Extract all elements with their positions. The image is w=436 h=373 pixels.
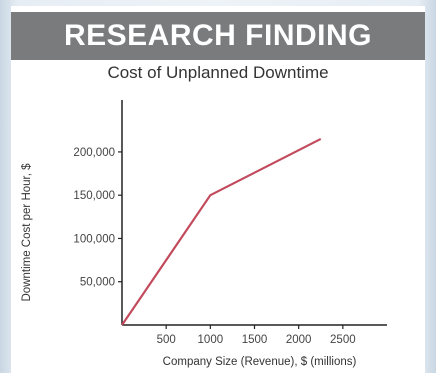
- y-tick-label: 50,000: [80, 277, 115, 289]
- chart-title: Cost of Unplanned Downtime: [107, 63, 329, 82]
- x-tick-label: 1500: [242, 334, 268, 346]
- research-finding-banner: RESEARCH FINDING: [11, 12, 425, 60]
- x-tick-label: 500: [157, 334, 176, 346]
- chart-card: [11, 6, 425, 373]
- y-ticks: 50,000 100,000 150,000 200,000: [73, 147, 122, 289]
- series-line: [121, 137, 322, 326]
- x-tick-label: 2500: [330, 334, 356, 346]
- x-ticks: 500 1000 1500 2000 2500: [157, 325, 356, 346]
- y-axis-label: Downtime Cost per Hour, $: [21, 163, 33, 302]
- banner-title: RESEARCH FINDING: [63, 19, 372, 52]
- y-tick-label: 200,000: [73, 147, 115, 159]
- y-tick-label: 150,000: [73, 190, 115, 202]
- x-tick-label: 2000: [286, 334, 312, 346]
- x-axis-label: Company Size (Revenue), $ (millions): [163, 356, 357, 368]
- y-tick-label: 100,000: [73, 233, 115, 245]
- x-tick-label: 1000: [198, 334, 224, 346]
